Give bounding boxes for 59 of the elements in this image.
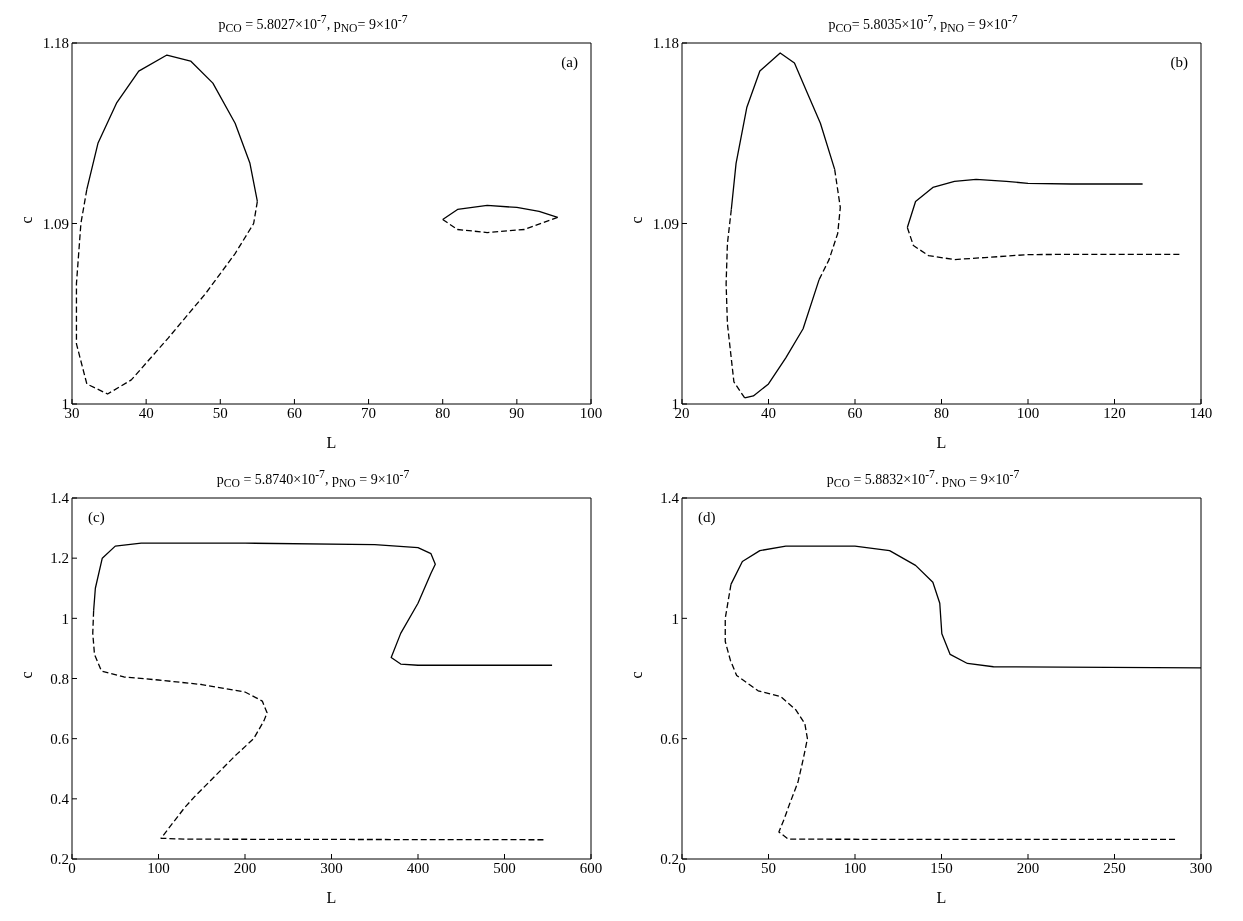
x-tick-label: 200 [1016,859,1040,876]
x-tick-label: 250 [1103,859,1126,876]
x-tick-label: 100 [843,859,867,876]
y-tick-label: 1.4 [660,490,680,507]
x-tick-label: 300 [320,859,343,876]
y-axis-title: c [17,216,35,224]
annotation: (b) [1170,54,1188,71]
x-tick-label: 120 [1103,404,1126,421]
y-tick-label: 1.09 [42,215,69,232]
x-tick-label: 400 [406,859,430,876]
x-tick-label: 150 [930,859,953,876]
annotation: (d) [698,509,716,526]
x-tick-label: 200 [233,859,257,876]
x-tick-label: 70 [361,404,377,421]
x-axis-title: L [326,434,337,451]
x-tick-label: 40 [761,404,776,421]
x-axis-title: L [326,889,337,906]
x-tick-label: 500 [493,859,516,876]
chart-title: p$_{CO}$ = 5.8027×10$^{-7}$, p$_{NO}$= 9×10$^{-7}$ [217,12,409,36]
y-tick-label: 1 [61,610,69,627]
x-tick-label: 100 [147,859,170,876]
x-tick-label: 600 [579,859,603,876]
annotation: (a) [561,54,578,71]
x-axis-title: L [936,889,947,906]
x-tick-label: 90 [509,404,525,421]
y-tick-label: 1.09 [652,215,679,232]
x-tick-label: 50 [761,859,776,876]
chart-title: p$_{CO}$ = 5.8740×10$^{-7}$, p$_{NO}$ = 9×10$^{-7}$ [215,467,411,491]
chart-title: p$_{CO}$= 5.8035×10$^{-7}$, p$_{NO}$ = 9×10$^{-7}$ [827,12,1019,36]
y-tick-label: 0.2 [50,851,69,868]
y-tick-label: 1.2 [50,550,69,567]
x-tick-label: 300 [1189,859,1213,876]
y-tick-label: 0.6 [50,730,70,747]
y-tick-label: 0.2 [660,851,679,868]
y-tick-label: 0.4 [50,791,70,808]
x-tick-label: 80 [435,404,451,421]
x-tick-label: 80 [934,404,949,421]
y-tick-label: 1.4 [50,490,70,507]
y-axis-title: c [627,216,645,224]
chart-title: p$_{CO}$ = 5.8832×10$^{-7}$. p$_{NO}$ = 9×10$^{-7}$ [825,467,1021,491]
x-tick-label: 100 [579,404,603,421]
y-tick-label: 1.18 [42,35,69,52]
x-tick-label: 100 [1016,404,1040,421]
y-axis-title: c [17,671,35,679]
y-tick-label: 0.8 [50,670,69,687]
y-tick-label: 1 [671,396,679,413]
x-tick-label: 0 [678,859,686,876]
y-tick-label: 1 [671,610,679,627]
x-tick-label: 40 [138,404,154,421]
x-tick-label: 60 [847,404,863,421]
x-tick-label: 60 [286,404,302,421]
x-tick-label: 50 [212,404,228,421]
y-tick-label: 1.18 [652,35,679,52]
x-axis-title: L [936,434,947,451]
x-tick-label: 140 [1189,404,1213,421]
y-axis-title: c [627,671,645,679]
annotation: (c) [88,509,105,526]
x-tick-label: 0 [68,859,76,876]
y-tick-label: 0.6 [660,730,680,747]
